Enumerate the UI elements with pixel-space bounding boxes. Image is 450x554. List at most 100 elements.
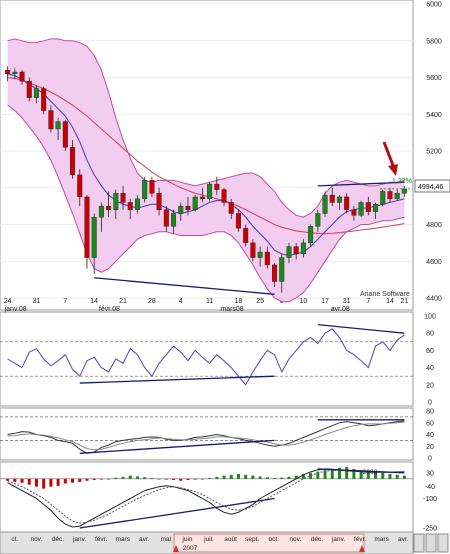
scroll-month-label: nov. — [289, 536, 301, 543]
osc3-histogram-bar — [309, 472, 313, 479]
osc3-histogram-bar — [273, 478, 277, 479]
candle-body — [228, 202, 234, 214]
osc3-histogram-bar — [265, 477, 269, 479]
price-y-tick-label: 5200 — [426, 149, 442, 156]
price-month-label: janv.08 — [4, 306, 27, 313]
osc3-histogram-bar — [236, 474, 240, 479]
candle-body — [178, 205, 184, 214]
osc3-histogram-bar — [143, 477, 147, 479]
osc3-histogram-bar — [366, 470, 370, 479]
osc3-histogram-bar — [107, 478, 111, 480]
candle-body — [113, 193, 119, 210]
scroll-month-label: juin — [181, 536, 193, 543]
price-x-tick-label: 31 — [343, 298, 351, 305]
osc3-y-tick-label: -100 — [423, 496, 437, 503]
osc1-y-tick-label: 80 — [426, 331, 434, 338]
scroll-range-window[interactable] — [173, 533, 365, 553]
candle-body — [127, 202, 133, 210]
price-y-tick-label: 4800 — [426, 222, 442, 229]
zoom-button[interactable] — [425, 533, 437, 553]
osc3-histogram-bar — [301, 474, 305, 479]
candle-body — [308, 226, 314, 244]
osc3-histogram-bar — [179, 478, 183, 481]
osc3-histogram-bar — [78, 478, 82, 482]
scroll-year-label: 2007 — [183, 545, 198, 552]
price-x-tick-label: 14 — [90, 298, 98, 305]
candle-body — [235, 213, 241, 229]
osc2-y-tick-label: 20 — [426, 444, 434, 451]
osc2-trendline — [79, 439, 275, 454]
sma-slow-line — [7, 76, 405, 235]
scroll-month-label: mars — [115, 536, 130, 543]
candle-body — [293, 246, 299, 255]
osc1-y-tick-label: 100 — [424, 314, 436, 321]
osc3-histogram-bar — [381, 472, 385, 479]
scroll-month-label: déc. — [311, 536, 323, 543]
osc3-histogram-bar — [374, 471, 378, 479]
scroll-left-button[interactable] — [413, 533, 425, 553]
candle-body — [358, 202, 364, 216]
price-x-tick-label: 14 — [386, 298, 394, 305]
osc1-line — [7, 328, 405, 386]
scroll-month-label: sept. — [245, 536, 259, 543]
candle-body — [373, 204, 379, 212]
scroll-month-label: juil. — [203, 536, 214, 543]
osc3-histogram-bar — [49, 478, 53, 487]
osc2-y-tick-label: 0 — [428, 456, 432, 463]
candle-body — [387, 191, 393, 199]
candle-body — [134, 198, 140, 210]
candle-body — [214, 183, 220, 190]
price-x-tick-label: 18 — [235, 298, 243, 305]
oscillator-2-layer: 0 20 40 60 80 — [0, 409, 434, 463]
scroll-month-label: avr. — [139, 536, 150, 543]
osc1-y-tick-label: 20 — [426, 382, 434, 389]
candle-body — [199, 196, 205, 199]
osc3-histogram-bar — [71, 478, 75, 483]
osc3-histogram-bar — [114, 477, 118, 479]
candle-body — [185, 205, 191, 210]
scroll-month-label: oct. — [268, 536, 279, 543]
candle-body — [264, 251, 270, 266]
watermark-text: Ariane Software — [360, 291, 410, 298]
osc3-histogram-bar — [92, 478, 96, 480]
price-x-tick-label: 21 — [400, 298, 408, 305]
candle-body — [207, 183, 213, 199]
candle-body — [98, 205, 104, 218]
price-x-tick-label: 31 — [33, 298, 41, 305]
scroll-right-button[interactable] — [437, 533, 449, 553]
scroll-month-label: janv. — [72, 536, 86, 543]
osc3-trendline — [79, 497, 275, 529]
osc3-histogram-bar — [128, 475, 132, 479]
scroll-month-label: août — [224, 536, 237, 543]
candle-body — [77, 174, 83, 198]
osc3-histogram-bar — [280, 477, 284, 479]
price-x-tick-label: 25 — [256, 298, 264, 305]
osc1-y-tick-label: 60 — [426, 348, 434, 355]
arrow-annotation — [382, 141, 398, 176]
price-x-tick-label: 10 — [299, 298, 307, 305]
osc3-histogram-bar — [172, 478, 176, 480]
osc3-histogram-bar — [150, 478, 154, 479]
osc1-trendline — [317, 323, 405, 334]
osc3-histogram-bar — [287, 476, 291, 479]
price-x-tick-label: 28 — [148, 298, 156, 305]
candle-body — [336, 196, 342, 203]
osc3-histogram-bar — [6, 478, 10, 481]
price-y-tick-label: 5400 — [426, 112, 442, 119]
price-y-tick-label: 5600 — [426, 75, 442, 82]
candle-body — [300, 242, 306, 255]
candle-body — [120, 193, 126, 203]
scroll-controls[interactable] — [413, 533, 449, 553]
osc3-histogram-bar — [388, 474, 392, 479]
price-trendline — [94, 277, 275, 295]
scroll-month-label: mai — [161, 536, 171, 543]
osc3-histogram-bar — [251, 475, 255, 479]
osc3-histogram-bar — [99, 478, 103, 480]
last-price-box — [414, 179, 450, 193]
candle-body — [221, 189, 227, 203]
scroll-range-handle — [359, 545, 365, 552]
osc3-histogram-bar — [352, 468, 356, 479]
price-month-label: avr.08 — [331, 306, 350, 313]
axis-layer: ct. nov. déc. janv. févr. mars avr. mai juin juil… — [11, 469, 409, 552]
oscillator-2-frame — [0, 407, 414, 461]
